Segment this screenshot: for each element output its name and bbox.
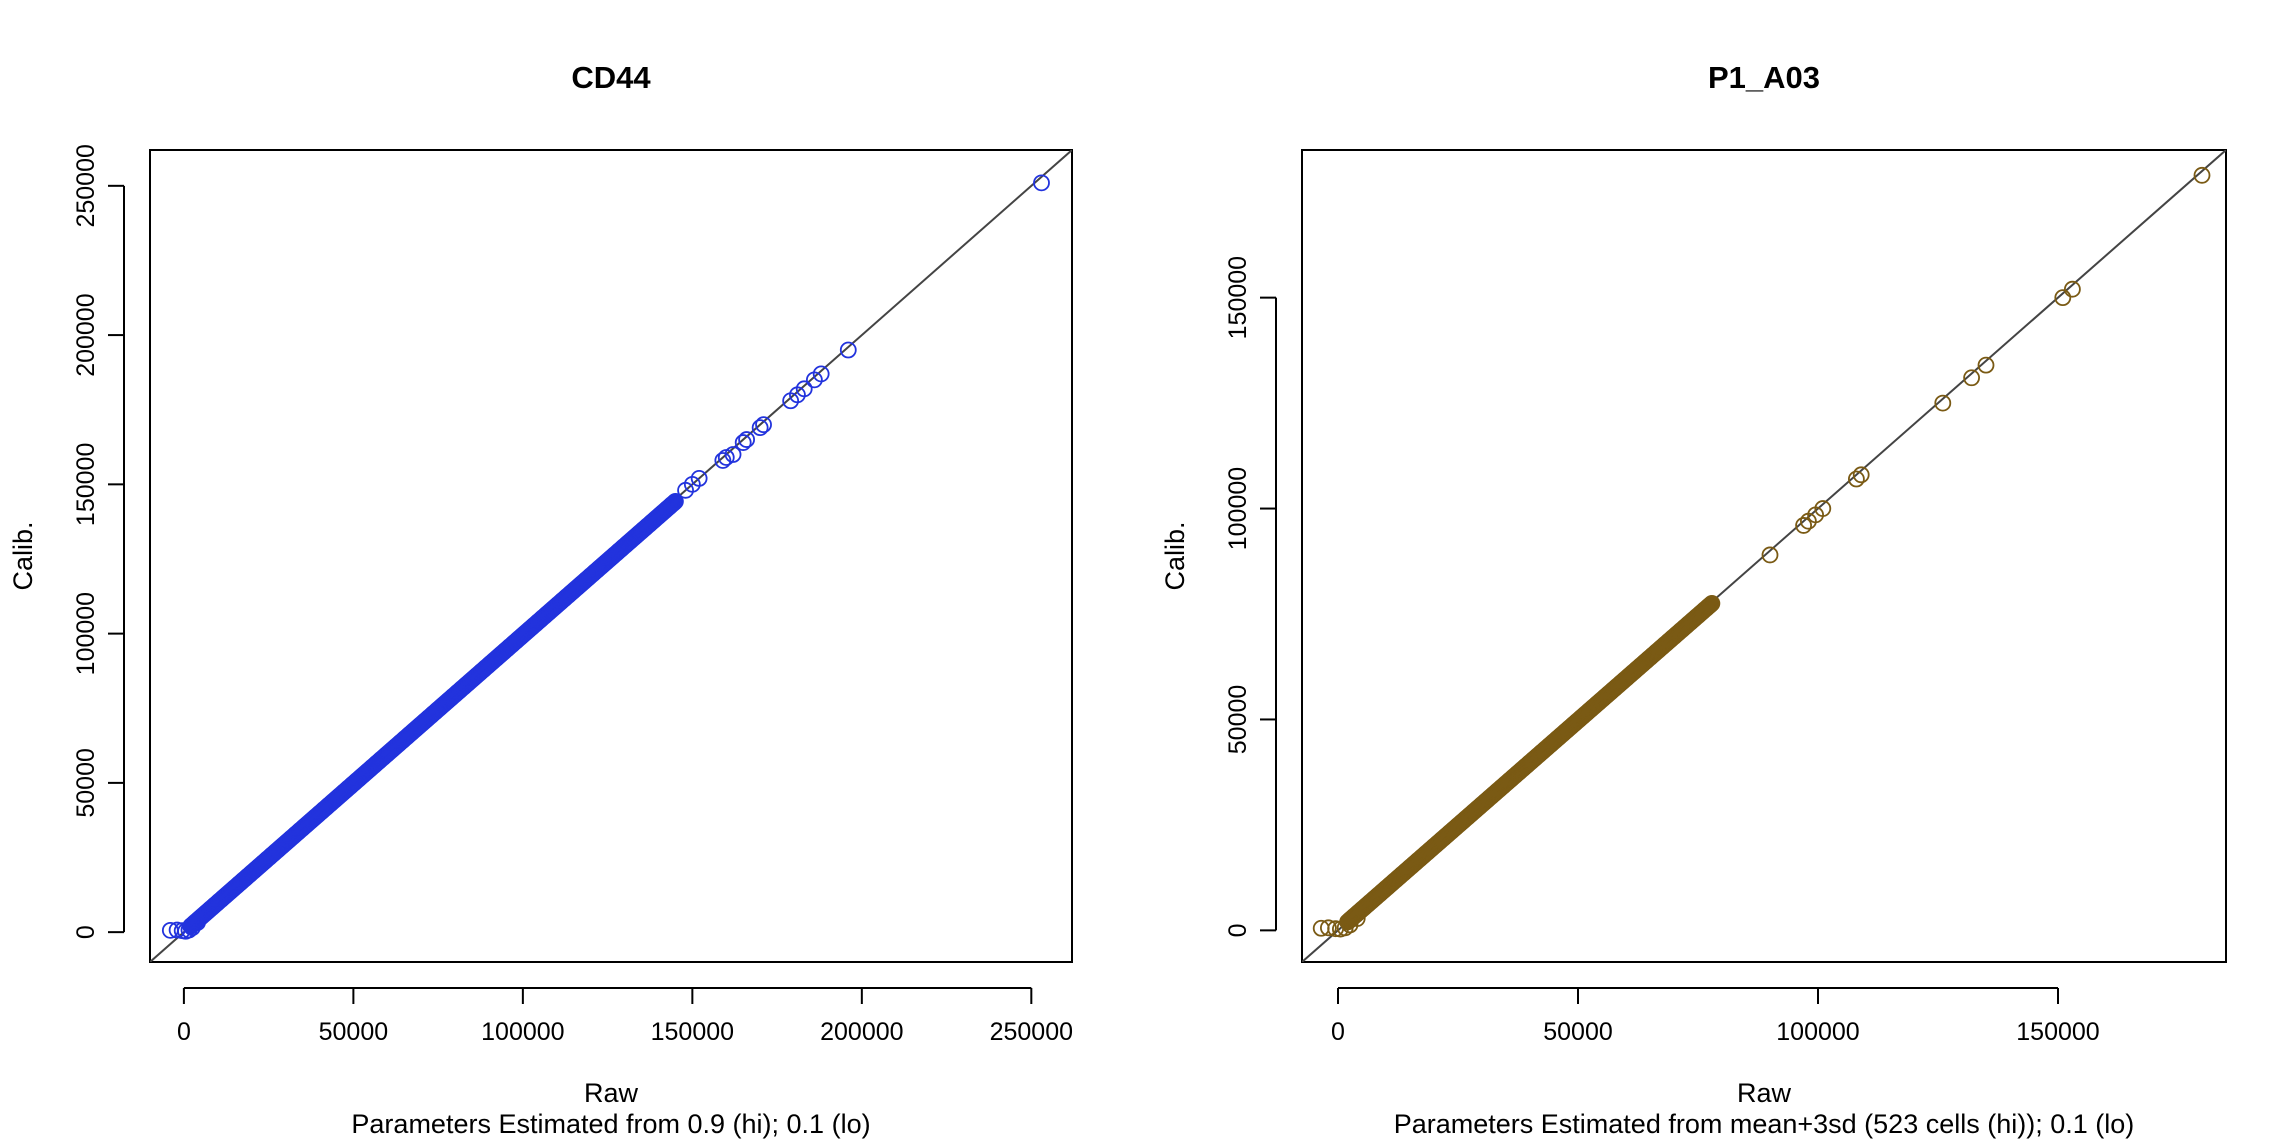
chart-0-x-tick-label: 0 xyxy=(177,1018,191,1046)
chart-1-x-axis-label: Raw xyxy=(1737,1078,1792,1108)
chart-1-x-tick-label: 50000 xyxy=(1543,1018,1613,1046)
chart-1-y-tick-label: 50000 xyxy=(1224,685,1252,755)
chart-1-y-tick-label: 100000 xyxy=(1224,467,1252,550)
chart-0-point xyxy=(738,431,755,448)
chart-0-y-tick-label: 50000 xyxy=(72,748,100,818)
chart-0-x-tick-label: 200000 xyxy=(820,1018,903,1046)
chart-1-y-tick-label: 0 xyxy=(1224,923,1252,937)
chart-1-x-tick-label: 0 xyxy=(1331,1018,1345,1046)
chart-0-plot-frame xyxy=(149,149,1073,963)
chart-1-data-layer xyxy=(1302,150,2226,962)
chart-0-point xyxy=(812,365,830,383)
chart-1-x-tick-label: 100000 xyxy=(1776,1018,1859,1046)
chart-1-point xyxy=(1795,517,1812,534)
chart-0-x-axis-label: Raw xyxy=(584,1078,639,1108)
chart-0-data-layer xyxy=(150,150,1072,962)
chart-1-point xyxy=(1703,595,1721,612)
chart-0-point xyxy=(690,469,708,487)
chart-1-point xyxy=(1848,470,1865,488)
chart-0-x-tick-label: 50000 xyxy=(319,1018,389,1046)
chart-panel-p1-a03: P1_A03 0 50000 100000 150000 0 50000 100000 1500… xyxy=(1160,60,2227,1139)
chart-1-point xyxy=(2193,166,2211,184)
chart-0-y-tick-label: 200000 xyxy=(72,293,100,376)
chart-1-point xyxy=(2054,289,2072,307)
chart-1-point xyxy=(1934,394,1952,412)
chart-0-y-axis-label: Calib. xyxy=(8,521,38,590)
chart-panel-cd44: CD44 0 50000 100000 150000 200000 250000 0 50000… xyxy=(8,60,1073,1139)
chart-0-point xyxy=(667,493,684,510)
chart-0-y-tick-label: 250000 xyxy=(72,144,100,227)
chart-0-point xyxy=(795,380,813,398)
chart-0-x-tick-label: 150000 xyxy=(651,1018,734,1046)
chart-1-point xyxy=(1761,546,1779,564)
chart-0-point xyxy=(755,416,772,434)
chart-1-point xyxy=(1320,919,1337,937)
chart-1-point xyxy=(1963,369,1980,387)
chart-0-y-tick-label: 0 xyxy=(72,925,100,939)
chart-0-x-tick-label: 100000 xyxy=(481,1018,564,1046)
chart-0-point xyxy=(839,341,857,359)
chart-0-point xyxy=(714,452,732,469)
chart-0-point xyxy=(751,419,769,437)
chart-0-title: CD44 xyxy=(571,60,651,95)
chart-1-y-tick-label: 150000 xyxy=(1224,256,1252,339)
chart-1-subtitle: Parameters Estimated from mean+3sd (523 … xyxy=(1394,1109,2135,1139)
chart-1-point xyxy=(1977,356,1995,374)
chart-1-point xyxy=(2063,280,2081,298)
chart-0-x-tick-label: 250000 xyxy=(990,1018,1073,1046)
chart-1-title: P1_A03 xyxy=(1708,60,1820,95)
chart-1-identity-line xyxy=(1302,150,2226,962)
chart-0-point xyxy=(724,446,742,463)
chart-1-plot-frame xyxy=(1301,149,2227,963)
chart-1-y-axis-label: Calib. xyxy=(1160,521,1190,590)
chart-0-point xyxy=(1033,174,1050,192)
chart-1-x-tick-label: 150000 xyxy=(2016,1018,2099,1046)
chart-0-y-tick-label: 100000 xyxy=(72,592,100,675)
chart-1-point xyxy=(1852,466,1870,484)
chart-0-y-tick-label: 150000 xyxy=(72,443,100,526)
chart-0-subtitle: Parameters Estimated from 0.9 (hi); 0.1 … xyxy=(351,1109,870,1139)
chart-0-point xyxy=(734,434,752,451)
chart-1-point xyxy=(1814,500,1832,517)
